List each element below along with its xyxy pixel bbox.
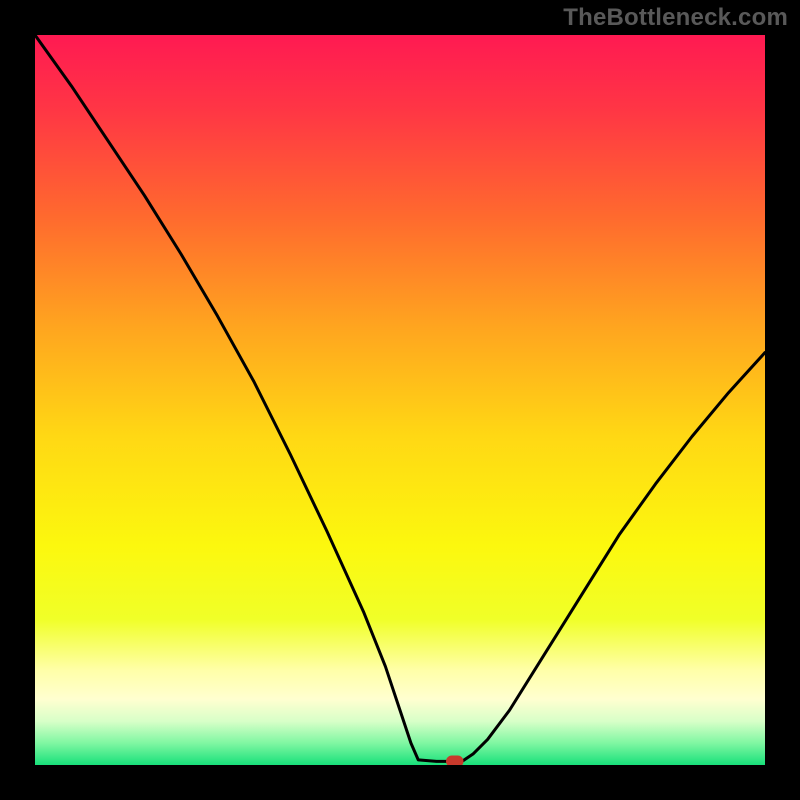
plot-area [35,35,765,765]
optimal-marker [446,756,464,765]
chart-frame: TheBottleneck.com [0,0,800,800]
plot-svg [35,35,765,765]
watermark-text: TheBottleneck.com [563,4,788,32]
gradient-background [35,35,765,765]
